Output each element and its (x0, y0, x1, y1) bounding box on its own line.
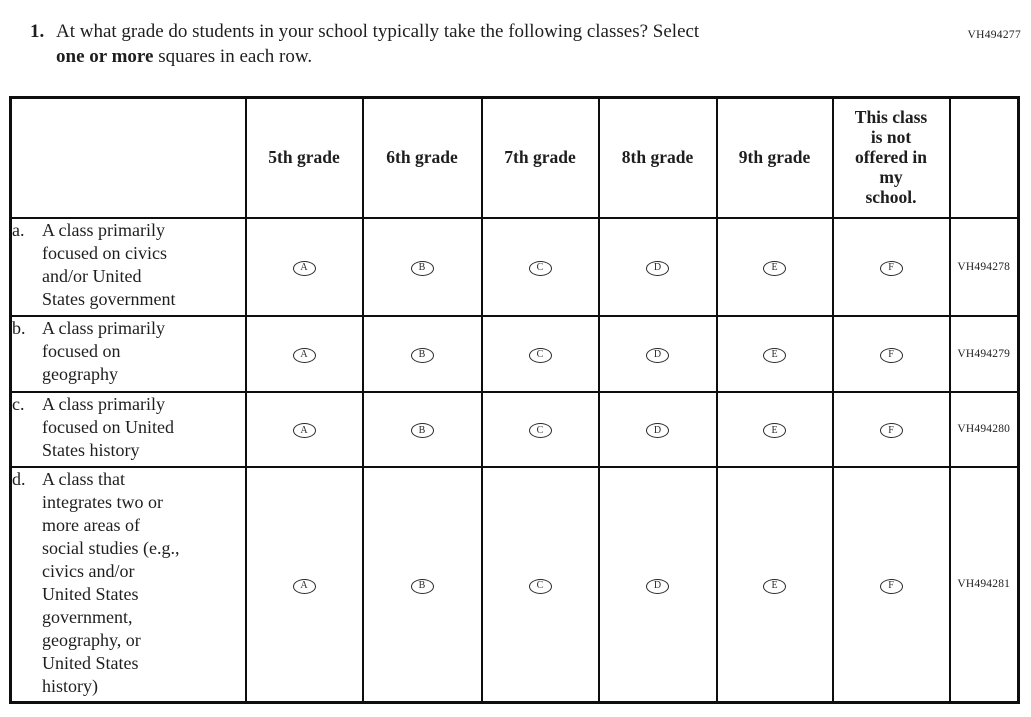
option-bubble-e[interactable]: E (763, 423, 786, 439)
row-c-text: A class primarily focused on United Stat… (42, 393, 174, 460)
row-b-code: VH494279 (948, 314, 1020, 393)
option-bubble-e[interactable]: E (763, 347, 786, 363)
header-not-offered: This class is not offered in my school. (831, 96, 951, 219)
row-d-text: A class that integrates two or more area… (42, 468, 180, 696)
option-bubble-a[interactable]: A (292, 578, 316, 594)
row-b-cell-5th: A (244, 314, 364, 393)
option-bubble-c[interactable]: C (528, 578, 552, 594)
row-c-cell-6th: B (361, 390, 483, 468)
option-bubble-b[interactable]: B (410, 260, 434, 276)
row-a-cell-9th: E (715, 216, 834, 317)
option-bubble-c[interactable]: C (528, 347, 552, 363)
form-accession-code: VH494277 (967, 29, 1021, 41)
row-d-label-cell: d. A class that integrates two or more a… (9, 465, 247, 704)
header-row: 5th grade 6th grade 7th grade 8th grade … (9, 96, 1020, 219)
row-a-code: VH494278 (948, 216, 1020, 317)
row-c-cell-8th: D (597, 390, 718, 468)
row-d-cell-7th: C (480, 465, 600, 704)
question-block: 1. At what grade do students in your sch… (30, 19, 910, 69)
row-d-letter: d. (12, 468, 26, 489)
row-b-cell-8th: D (597, 314, 718, 393)
question-number: 1. (30, 21, 45, 42)
header-8th-grade: 8th grade (597, 96, 718, 219)
grade-selection-table: 5th grade 6th grade 7th grade 8th grade … (9, 96, 1020, 704)
option-bubble-e[interactable]: E (763, 578, 786, 594)
question-bold-phrase: one or more (56, 46, 154, 67)
option-bubble-d[interactable]: D (646, 578, 669, 594)
option-bubble-d[interactable]: D (646, 260, 669, 276)
row-d-cell-9th: E (715, 465, 834, 704)
option-bubble-f[interactable]: F (879, 260, 903, 276)
option-bubble-f[interactable]: F (879, 578, 903, 594)
row-a-letter: a. (12, 219, 25, 240)
row-b-cell-7th: C (480, 314, 600, 393)
option-bubble-b[interactable]: B (410, 578, 434, 594)
option-bubble-f[interactable]: F (879, 423, 903, 439)
question-line2-rest: squares in each row. (153, 46, 313, 67)
header-6th-grade: 6th grade (361, 96, 483, 219)
row-d-cell-5th: A (244, 465, 364, 704)
option-bubble-f[interactable]: F (879, 347, 903, 363)
option-bubble-a[interactable]: A (292, 423, 316, 439)
table-row-d: d. A class that integrates two or more a… (9, 465, 1020, 704)
header-blank (9, 96, 247, 219)
row-b-cell-9th: E (715, 314, 834, 393)
row-c-cell-5th: A (244, 390, 364, 468)
option-bubble-d[interactable]: D (646, 347, 669, 363)
option-bubble-a[interactable]: A (292, 347, 316, 363)
row-c-cell-9th: E (715, 390, 834, 468)
row-c-label-cell: c. A class primarily focused on United S… (9, 390, 247, 468)
row-a-text: A class primarily focused on civics and/… (42, 219, 176, 309)
table-row-c: c. A class primarily focused on United S… (9, 390, 1020, 468)
row-d-cell-not-offered: F (831, 465, 951, 704)
header-code-blank (948, 96, 1020, 219)
table-row-a: a. A class primarily focused on civics a… (9, 216, 1020, 317)
option-bubble-c[interactable]: C (528, 260, 552, 276)
row-a-cell-not-offered: F (831, 216, 951, 317)
header-9th-grade: 9th grade (715, 96, 834, 219)
question-text: At what grade do students in your school… (56, 19, 699, 69)
row-d-cell-6th: B (361, 465, 483, 704)
row-a-cell-8th: D (597, 216, 718, 317)
header-5th-grade: 5th grade (244, 96, 364, 219)
option-bubble-b[interactable]: B (410, 423, 434, 439)
option-bubble-b[interactable]: B (410, 347, 434, 363)
row-d-code: VH494281 (948, 465, 1020, 704)
option-bubble-e[interactable]: E (763, 260, 786, 276)
row-a-cell-7th: C (480, 216, 600, 317)
row-a-cell-5th: A (244, 216, 364, 317)
table-row-b: b. A class primarily focused on geograph… (9, 314, 1020, 393)
question-line1: At what grade do students in your school… (56, 21, 700, 42)
row-c-cell-7th: C (480, 390, 600, 468)
row-c-code: VH494280 (948, 390, 1020, 468)
row-c-letter: c. (12, 393, 25, 414)
option-bubble-c[interactable]: C (528, 423, 552, 439)
row-a-cell-6th: B (361, 216, 483, 317)
row-b-label-cell: b. A class primarily focused on geograph… (9, 314, 247, 393)
row-d-cell-8th: D (597, 465, 718, 704)
row-b-cell-not-offered: F (831, 314, 951, 393)
row-a-label-cell: a. A class primarily focused on civics a… (9, 216, 247, 317)
header-7th-grade: 7th grade (480, 96, 600, 219)
option-bubble-d[interactable]: D (646, 423, 669, 439)
row-b-text: A class primarily focused on geography (42, 317, 165, 384)
row-b-letter: b. (12, 317, 26, 338)
row-c-cell-not-offered: F (831, 390, 951, 468)
row-b-cell-6th: B (361, 314, 483, 393)
header-not-offered-text: This class is not offered in my school. (854, 107, 928, 208)
option-bubble-a[interactable]: A (292, 260, 316, 276)
